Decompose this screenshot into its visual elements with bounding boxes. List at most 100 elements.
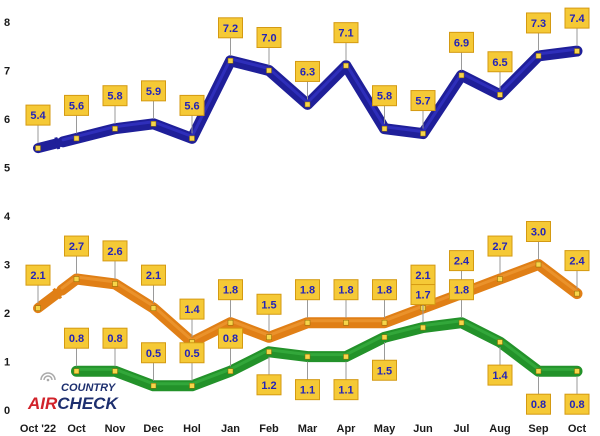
data-label-box [564,393,590,415]
data-label-box [141,80,166,102]
data-label-text: 0.8 [107,333,122,345]
series-segment-start [33,138,63,154]
data-point [304,353,311,360]
data-label: 5.6 [179,94,205,134]
data-label-text: 2.4 [569,256,585,268]
data-label-box [333,279,359,301]
data-label-text: 2.1 [415,270,430,282]
data-label: 7.4 [564,7,590,47]
data-point [189,383,195,389]
data-label-box [256,27,282,48]
x-tick-label: Feb [259,423,279,435]
data-point [150,383,157,389]
series-segment-start [33,288,63,314]
data-label: 2.7 [487,235,513,275]
x-axis: Oct '22 Oct Nov Dec Hol Jan Feb Mar Apr May Jun Jul… [20,423,587,435]
data-point [150,121,157,127]
data-label-box [564,250,590,272]
data-label: 5.8 [372,85,397,124]
data-label: 7.2 [218,17,243,56]
data-label-text: 7.2 [223,23,238,35]
data-label: 5.6 [64,94,89,134]
data-label-box [333,22,359,44]
data-label: 2.4 [449,250,474,289]
data-label-box [25,104,51,126]
data-point [227,58,234,64]
y-tick-label: 5 [4,163,10,175]
broadcast-wave-icon [40,372,56,382]
data-label-box [372,279,397,301]
data-point [150,305,157,311]
data-point [35,305,41,311]
data-label-box [410,284,436,306]
data-point [112,125,118,132]
data-label: 0.5 [141,342,166,381]
data-label-text: 5.9 [146,86,161,98]
data-label-text: 2.4 [454,256,470,268]
data-label-text: 5.6 [184,100,199,112]
data-label-box [102,240,128,262]
data-point [458,72,465,79]
data-point [497,92,503,98]
data-label-box [179,94,205,116]
data-label-box [141,342,166,364]
data-label: 1.7 [410,284,436,323]
data-label-box [410,90,436,112]
data-label-text: 1.8 [223,285,238,297]
data-point [574,48,580,54]
logo-text-aircheck: AIRCHECK [27,394,119,413]
x-tick-label: Mar [298,423,318,435]
data-label-text: 1.1 [338,385,353,397]
y-tick-label: 4 [4,211,11,223]
data-label: 2.1 [141,264,166,304]
data-label: 7.0 [256,27,282,66]
data-label-box [526,12,551,34]
data-label-text: 1.5 [261,299,276,311]
data-label-box [295,60,320,82]
data-label: 1.5 [372,342,397,381]
data-point [73,135,80,142]
data-label: 1.4 [179,298,205,338]
data-label-text: 5.4 [30,110,46,122]
x-tick-label: Dec [143,423,163,435]
data-label-box [526,393,551,415]
data-label-text: 1.2 [261,380,276,392]
data-label: 1.2 [256,356,282,396]
data-label: 5.4 [25,104,51,144]
data-point [227,319,234,326]
data-point [343,353,349,360]
data-label-box [179,298,205,320]
data-label: 1.8 [372,279,397,318]
x-tick-label: Jun [413,423,433,435]
series-path [71,317,583,392]
data-label-box [487,364,513,386]
data-label-box [449,279,474,301]
data-label: 5.8 [102,85,128,124]
data-label-text: 0.5 [146,348,161,360]
data-point [458,319,465,326]
data-label: 5.9 [141,80,166,119]
data-point [381,319,388,326]
data-label-text: 2.7 [492,241,507,253]
data-label-box [564,7,590,29]
data-label-text: 5.8 [377,91,392,103]
data-label-text: 2.7 [69,241,84,253]
data-point [189,135,195,142]
data-point [304,101,311,108]
data-label-box [179,342,205,364]
data-label: 2.1 [25,264,51,304]
data-label: 1.4 [487,347,513,386]
data-label: 0.8 [564,376,590,415]
data-label-text: 1.5 [377,365,392,377]
data-label-box [256,374,282,396]
data-label-box [64,235,89,257]
data-label: 0.8 [218,327,243,367]
data-label: 6.9 [449,31,474,71]
y-tick-label: 2 [4,308,10,320]
data-label-text: 2.1 [146,270,161,282]
data-label-box [218,327,243,349]
data-label-text: 7.0 [261,33,276,45]
y-tick-label: 3 [4,260,10,272]
data-point [266,67,272,74]
